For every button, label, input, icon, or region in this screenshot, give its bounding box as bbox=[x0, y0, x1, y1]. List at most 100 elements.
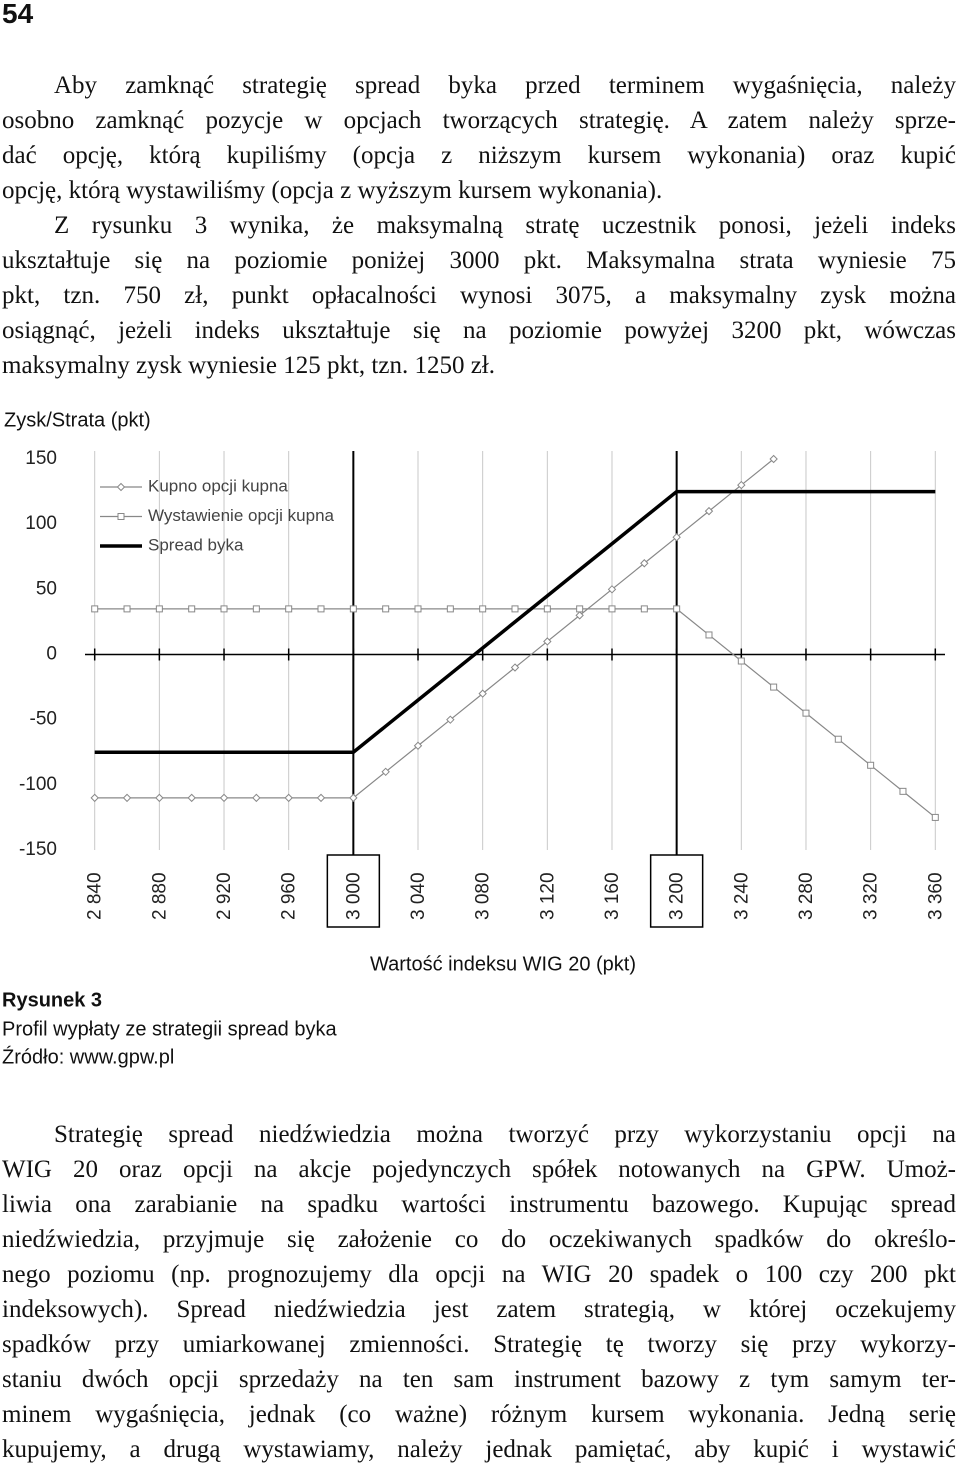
text-line: osiągnąć, jeżeli indeks ukształtuje się … bbox=[2, 317, 956, 344]
text-line: liwia ona zarabianie na spadku wartości … bbox=[2, 1191, 956, 1218]
marker bbox=[510, 663, 520, 672]
marker bbox=[543, 637, 552, 646]
marker bbox=[252, 793, 261, 803]
x-tick-label: 3 160 bbox=[602, 872, 623, 920]
marker bbox=[188, 605, 196, 613]
marker bbox=[478, 689, 487, 698]
marker bbox=[116, 482, 126, 492]
text-line: dać opcję, którą kupiliśmy (opcja z niżs… bbox=[2, 142, 956, 169]
legend-label: Wystawienie opcji kupna bbox=[148, 506, 335, 525]
x-tick-label: 3 240 bbox=[731, 872, 752, 920]
text-line: Aby zamknąć strategię spread byka przed … bbox=[54, 72, 956, 99]
figure-source: Źródło: www.gpw.pl bbox=[2, 1045, 174, 1068]
marker bbox=[446, 605, 454, 613]
marker bbox=[317, 605, 325, 613]
marker bbox=[640, 605, 648, 613]
marker bbox=[285, 605, 293, 613]
x-tick-label: 2 920 bbox=[214, 872, 235, 920]
marker bbox=[155, 793, 164, 803]
highlight-box bbox=[326, 854, 381, 928]
marker bbox=[769, 454, 778, 464]
marker bbox=[673, 605, 681, 613]
series-line bbox=[94, 489, 936, 754]
text-line: niedźwiedzia, przyjmuje się założenie co… bbox=[2, 1226, 956, 1253]
marker bbox=[252, 605, 260, 613]
text-line: ukształtuje się na poziomie poniżej 3000… bbox=[2, 247, 956, 274]
text-line: Z rysunku 3 wynika, że maksymalną stratę… bbox=[54, 212, 956, 239]
x-tick-label: 3 280 bbox=[796, 872, 817, 920]
marker bbox=[576, 605, 584, 613]
x-axis-title: Wartość indeksu WIG 20 (pkt) bbox=[370, 953, 636, 975]
marker bbox=[899, 787, 907, 795]
marker bbox=[543, 605, 551, 613]
x-tick-label: 3 200 bbox=[667, 872, 688, 920]
series-line bbox=[94, 458, 775, 799]
marker bbox=[220, 605, 228, 613]
marker bbox=[737, 480, 746, 490]
marker bbox=[91, 605, 99, 613]
marker bbox=[640, 559, 649, 568]
x-tick-label: 3 120 bbox=[537, 872, 558, 920]
marker bbox=[607, 585, 617, 594]
text-line: nego poziomu (np. prognozujemy dla opcji… bbox=[2, 1261, 956, 1288]
text-block: Strategię spread niedźwiedzia można twor… bbox=[2, 1117, 956, 1467]
marker bbox=[867, 761, 875, 769]
marker bbox=[413, 741, 423, 750]
marker bbox=[117, 513, 125, 520]
x-tick-label: 3 040 bbox=[408, 872, 429, 920]
marker bbox=[219, 793, 229, 803]
marker bbox=[770, 683, 778, 691]
text-line: pkt, tzn. 750 zł, punkt opłacalności wyn… bbox=[2, 282, 956, 309]
marker bbox=[155, 605, 163, 613]
marker bbox=[802, 709, 810, 717]
x-tick-label: 3 360 bbox=[925, 872, 946, 920]
legend-label: Spread byka bbox=[148, 535, 244, 554]
marker bbox=[511, 605, 519, 613]
marker bbox=[349, 793, 358, 803]
legend-label: Kupno opcji kupna bbox=[148, 476, 288, 495]
y-tick-label: -100 bbox=[19, 774, 57, 795]
x-tick-label: 2 880 bbox=[149, 872, 170, 920]
y-tick-label: 100 bbox=[25, 513, 57, 534]
marker bbox=[608, 605, 616, 613]
x-tick-label: 3 320 bbox=[861, 872, 882, 920]
marker bbox=[705, 631, 713, 639]
marker bbox=[349, 605, 357, 613]
chart: Zysk/Strata (pkt) Wartość indeksu WIG 20… bbox=[2, 409, 946, 1068]
marker bbox=[479, 605, 487, 613]
x-tick-label: 3 080 bbox=[473, 872, 494, 920]
text-line: indeksowych). Spread niedźwiedzia jest z… bbox=[2, 1296, 956, 1323]
figure-label: Rysunek 3 bbox=[2, 989, 102, 1011]
text-line: kupujemy, a drugą wystawiamy, należy jed… bbox=[2, 1436, 956, 1463]
y-tick-label: 50 bbox=[36, 578, 57, 599]
marker bbox=[834, 735, 842, 743]
text-line: opcję, którą wystawiliśmy (opcja z wyższ… bbox=[2, 177, 663, 204]
marker bbox=[381, 767, 390, 777]
y-tick-label: 0 bbox=[46, 644, 57, 665]
text-line: Strategię spread niedźwiedzia można twor… bbox=[54, 1121, 956, 1148]
page-number: 54 bbox=[2, 0, 34, 29]
marker bbox=[414, 605, 422, 613]
marker bbox=[382, 605, 390, 613]
x-tick-label: 2 960 bbox=[279, 872, 300, 920]
marker bbox=[122, 793, 132, 803]
y-tick-label: 150 bbox=[25, 448, 57, 469]
x-tick-label: 2 840 bbox=[85, 872, 106, 920]
marker bbox=[737, 657, 745, 665]
x-tick-label: 3 000 bbox=[343, 872, 364, 920]
marker bbox=[672, 532, 681, 542]
marker bbox=[575, 611, 584, 620]
marker bbox=[123, 605, 131, 613]
text-block: Aby zamknąć strategię spread byka przed … bbox=[2, 68, 956, 383]
text-line: minem wygaśnięcia, jednak (co ważne) róż… bbox=[2, 1401, 956, 1428]
y-axis-title: Zysk/Strata (pkt) bbox=[4, 409, 151, 431]
marker bbox=[187, 793, 196, 803]
y-tick-label: -150 bbox=[19, 839, 57, 860]
text-line: spadków przy umiarkowanej zmienności. St… bbox=[2, 1331, 956, 1358]
highlight-box bbox=[649, 854, 704, 928]
figure-caption: Profil wypłaty ze strategii spread byka bbox=[2, 1018, 337, 1040]
marker bbox=[316, 793, 326, 803]
text-line: osobno zamknąć pozycje w opcjach tworząc… bbox=[2, 107, 956, 134]
